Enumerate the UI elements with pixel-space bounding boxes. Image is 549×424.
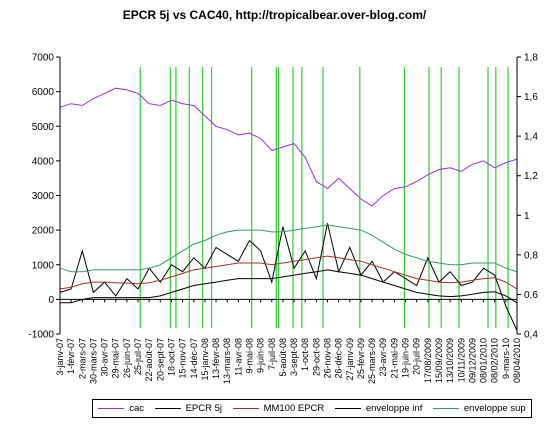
x-tick-label: 19-juin-09 <box>401 338 411 378</box>
y-right-tick-label: 1,2 <box>524 171 538 182</box>
series-enveloppe-inf <box>60 269 518 304</box>
x-tick-label: 11-avr-08 <box>233 338 243 376</box>
x-tick-label: 20-juil-09 <box>412 338 422 375</box>
x-tick-label: 13/10/2009 <box>445 338 455 383</box>
y-left-tick-label: 5000 <box>32 122 55 133</box>
x-tick-label: 1-oct-08 <box>300 338 310 371</box>
legend-item: EPCR 5j <box>154 403 223 414</box>
series-cac <box>59 87 518 207</box>
legend-swatch <box>334 408 361 409</box>
x-tick-label: 08/04/2010 <box>512 338 522 383</box>
x-tick-label: 17/08/2009 <box>423 338 433 383</box>
legend-label: enveloppe sup <box>463 403 526 414</box>
x-tick-label: 5-août-08 <box>278 338 288 377</box>
legend-item: enveloppe sup <box>432 403 526 414</box>
x-tick-label: 20-sept-07 <box>155 338 165 381</box>
x-tick-label: 09/12/2009 <box>467 338 477 383</box>
x-tick-label: 29-oct-08 <box>311 338 321 376</box>
y-right-tick-label: 0,4 <box>524 330 538 341</box>
x-tick-label: 3-sept-08 <box>289 338 299 376</box>
legend-item: cac <box>98 403 144 414</box>
x-tick-label: 26-déc-08 <box>334 338 344 379</box>
x-tick-label: 9-juin-08 <box>256 338 266 373</box>
legend-label: EPCR 5j <box>185 403 223 414</box>
x-tick-label: 30-mars-07 <box>88 338 98 384</box>
x-tick-label: 13-févr-08 <box>211 338 221 379</box>
legend-item: enveloppe inf <box>334 403 423 414</box>
y-left-tick-label: 0 <box>48 295 54 306</box>
y-left-tick-label: 2000 <box>32 226 55 237</box>
axes: -1000 0 1000 2000 3000 4000 5000 6000 7000 0,4 0,6… <box>28 53 538 385</box>
legend-swatch <box>98 408 125 409</box>
x-tick-label: 13-mars-08 <box>222 338 232 384</box>
x-tick-label: 15-nov-07 <box>178 338 188 379</box>
series-lines <box>59 87 518 331</box>
x-tick-label: 21-mai-09 <box>389 338 399 379</box>
x-tick-label: 18-oct-07 <box>166 338 176 376</box>
y-left-tick-label: -1000 <box>28 330 54 341</box>
x-tick-label: 10/11/2009 <box>456 338 466 382</box>
x-tick-label: 3-janv-07 <box>55 338 65 376</box>
x-tick-label: 7-juil-08 <box>267 338 277 370</box>
x-tick-label: 27-janv-09 <box>345 338 355 381</box>
y-right-tick-label: 1,6 <box>524 92 538 103</box>
x-tick-label: 08/02/2010 <box>490 338 500 383</box>
y-right-tick-label: 1,4 <box>524 132 538 143</box>
x-tick-label: 9-mars-10 <box>501 338 511 379</box>
x-tick-label: 26-juin-07 <box>122 338 132 378</box>
x-tick-label: 22-août-07 <box>144 338 154 382</box>
x-tick-label: 08/01/2010 <box>479 338 489 383</box>
x-tick-label: 1-févr-07 <box>66 338 76 374</box>
y-right-tick-label: 0,6 <box>524 290 538 301</box>
signal-lines <box>139 67 509 328</box>
series-epcr-5j <box>59 223 518 331</box>
y-left-tick-label: 6000 <box>32 87 55 98</box>
y-left-tick-label: 1000 <box>32 260 55 271</box>
x-tick-label: 25-févr-09 <box>356 338 366 379</box>
x-tick-label: 26-nov-08 <box>323 338 333 379</box>
x-tick-label: 14-déc-07 <box>189 338 199 379</box>
legend: cac EPCR 5j MM100 EPCR enveloppe inf envelop… <box>92 399 532 418</box>
x-tick-label: 15/09/2009 <box>434 338 444 383</box>
y-left-tick-label: 7000 <box>32 53 55 64</box>
legend-label: enveloppe inf <box>365 403 423 414</box>
x-tick-label: 30-avr-07 <box>100 338 110 377</box>
x-tick-label: 9-mai-08 <box>244 338 254 374</box>
x-tick-label: 23-avr-09 <box>378 338 388 377</box>
legend-swatch <box>232 408 259 409</box>
x-tick-label: 25-juil-07 <box>133 338 143 375</box>
y-right-tick-label: 1,8 <box>524 53 538 64</box>
legend-item: MM100 EPCR <box>232 403 325 414</box>
x-tick-label: 25-mars-09 <box>367 338 377 384</box>
x-tick-label: 29-mai-07 <box>111 338 121 379</box>
chart-title: EPCR 5j vs CAC40, http://tropicalbear.ov… <box>122 8 427 22</box>
x-tick-label: 15-janv-08 <box>200 338 210 381</box>
legend-label: cac <box>129 403 145 414</box>
series-enveloppe-sup <box>59 224 518 273</box>
y-left-tick-label: 4000 <box>32 156 55 167</box>
legend-swatch <box>154 408 181 409</box>
series-mm100-epcr <box>59 255 518 290</box>
x-tick-label: 2-mars-07 <box>77 338 87 379</box>
y-right-tick-label: 1 <box>524 211 530 222</box>
y-right-tick-label: 0,8 <box>524 250 538 261</box>
legend-label: MM100 EPCR <box>263 403 325 414</box>
legend-swatch <box>432 408 459 409</box>
y-left-tick-label: 3000 <box>32 191 55 202</box>
